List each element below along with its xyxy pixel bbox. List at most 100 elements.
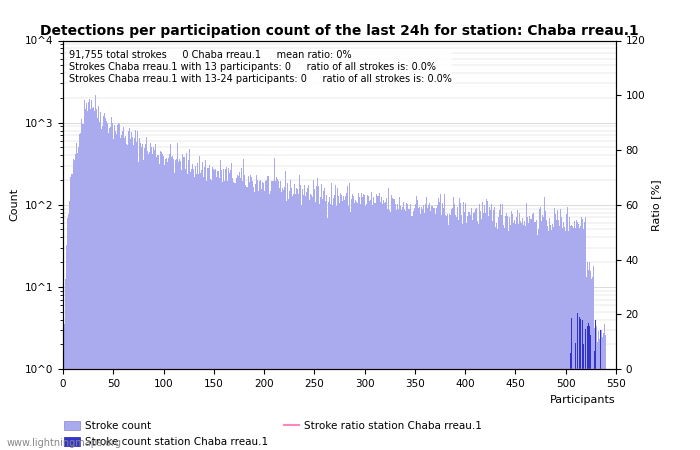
Bar (69, 177, 71, 450)
Bar (438, 202, 440, 450)
Bar (395, 204, 396, 450)
Bar (313, 180, 314, 450)
Bar (535, 222, 536, 450)
Bar (246, 187, 248, 450)
Bar (426, 197, 428, 450)
Bar (347, 186, 348, 450)
Bar (278, 181, 279, 450)
Bar (346, 193, 347, 450)
Bar (212, 167, 214, 450)
Bar (130, 139, 131, 450)
Bar (550, 225, 551, 450)
Bar (92, 108, 94, 450)
Bar (463, 212, 465, 450)
Bar (89, 99, 90, 450)
Bar (76, 153, 78, 450)
Bar (477, 224, 479, 450)
Bar (467, 216, 468, 450)
Bar (552, 224, 553, 450)
Bar (199, 156, 200, 450)
Bar (367, 195, 368, 450)
Bar (385, 202, 386, 450)
Bar (219, 178, 220, 450)
Bar (543, 217, 544, 450)
Bar (265, 180, 267, 450)
Bar (502, 204, 503, 450)
Bar (82, 124, 83, 450)
Title: Detections per participation count of the last 24h for station: Chaba rreau.1: Detections per participation count of th… (40, 24, 639, 38)
Bar (491, 204, 492, 450)
Bar (358, 193, 359, 450)
Bar (168, 158, 169, 450)
Bar (570, 226, 571, 450)
Bar (341, 195, 342, 450)
Bar (440, 215, 442, 450)
Bar (307, 188, 308, 450)
Bar (145, 144, 146, 450)
Bar (516, 217, 517, 450)
Bar (513, 223, 514, 450)
Bar (244, 175, 246, 450)
Bar (334, 194, 335, 450)
Bar (324, 189, 325, 450)
Bar (465, 203, 466, 450)
Bar (355, 200, 356, 450)
Bar (110, 127, 111, 450)
Bar (332, 205, 333, 450)
Bar (520, 220, 521, 450)
Bar (234, 183, 235, 450)
Bar (379, 193, 380, 450)
Bar (166, 158, 167, 450)
Bar (365, 206, 366, 450)
Bar (447, 225, 449, 450)
Bar (417, 200, 419, 450)
Bar (368, 196, 369, 450)
Bar (272, 181, 274, 450)
Bar (88, 102, 89, 450)
Bar (292, 196, 293, 450)
Bar (115, 130, 116, 450)
Bar (371, 192, 372, 450)
Bar (223, 169, 225, 450)
Bar (567, 207, 568, 450)
Bar (183, 157, 184, 450)
Bar (161, 152, 162, 450)
Bar (270, 191, 271, 450)
Bar (339, 203, 340, 450)
Bar (517, 210, 518, 450)
Bar (126, 144, 127, 450)
Bar (580, 320, 581, 450)
Bar (127, 145, 128, 450)
Bar (597, 342, 598, 450)
Bar (506, 213, 507, 450)
Bar (433, 207, 435, 450)
Bar (284, 186, 285, 450)
Bar (382, 204, 383, 450)
Bar (360, 204, 361, 450)
Bar (274, 181, 276, 450)
Bar (218, 171, 219, 450)
Bar (66, 218, 67, 450)
Bar (590, 271, 592, 450)
Bar (435, 208, 437, 450)
Bar (295, 194, 296, 450)
Bar (482, 202, 483, 450)
Bar (340, 193, 341, 450)
Bar (470, 208, 472, 450)
Bar (480, 211, 481, 450)
Bar (328, 202, 329, 450)
Bar (204, 167, 205, 450)
Bar (587, 261, 588, 450)
Bar (408, 209, 409, 450)
Bar (374, 202, 375, 450)
Bar (173, 159, 174, 450)
Bar (281, 189, 283, 450)
Bar (451, 209, 452, 450)
Bar (461, 215, 462, 450)
Bar (549, 218, 550, 450)
Bar (283, 190, 284, 450)
Bar (503, 225, 504, 450)
Bar (582, 219, 583, 450)
Bar (318, 186, 319, 450)
Bar (105, 118, 106, 450)
